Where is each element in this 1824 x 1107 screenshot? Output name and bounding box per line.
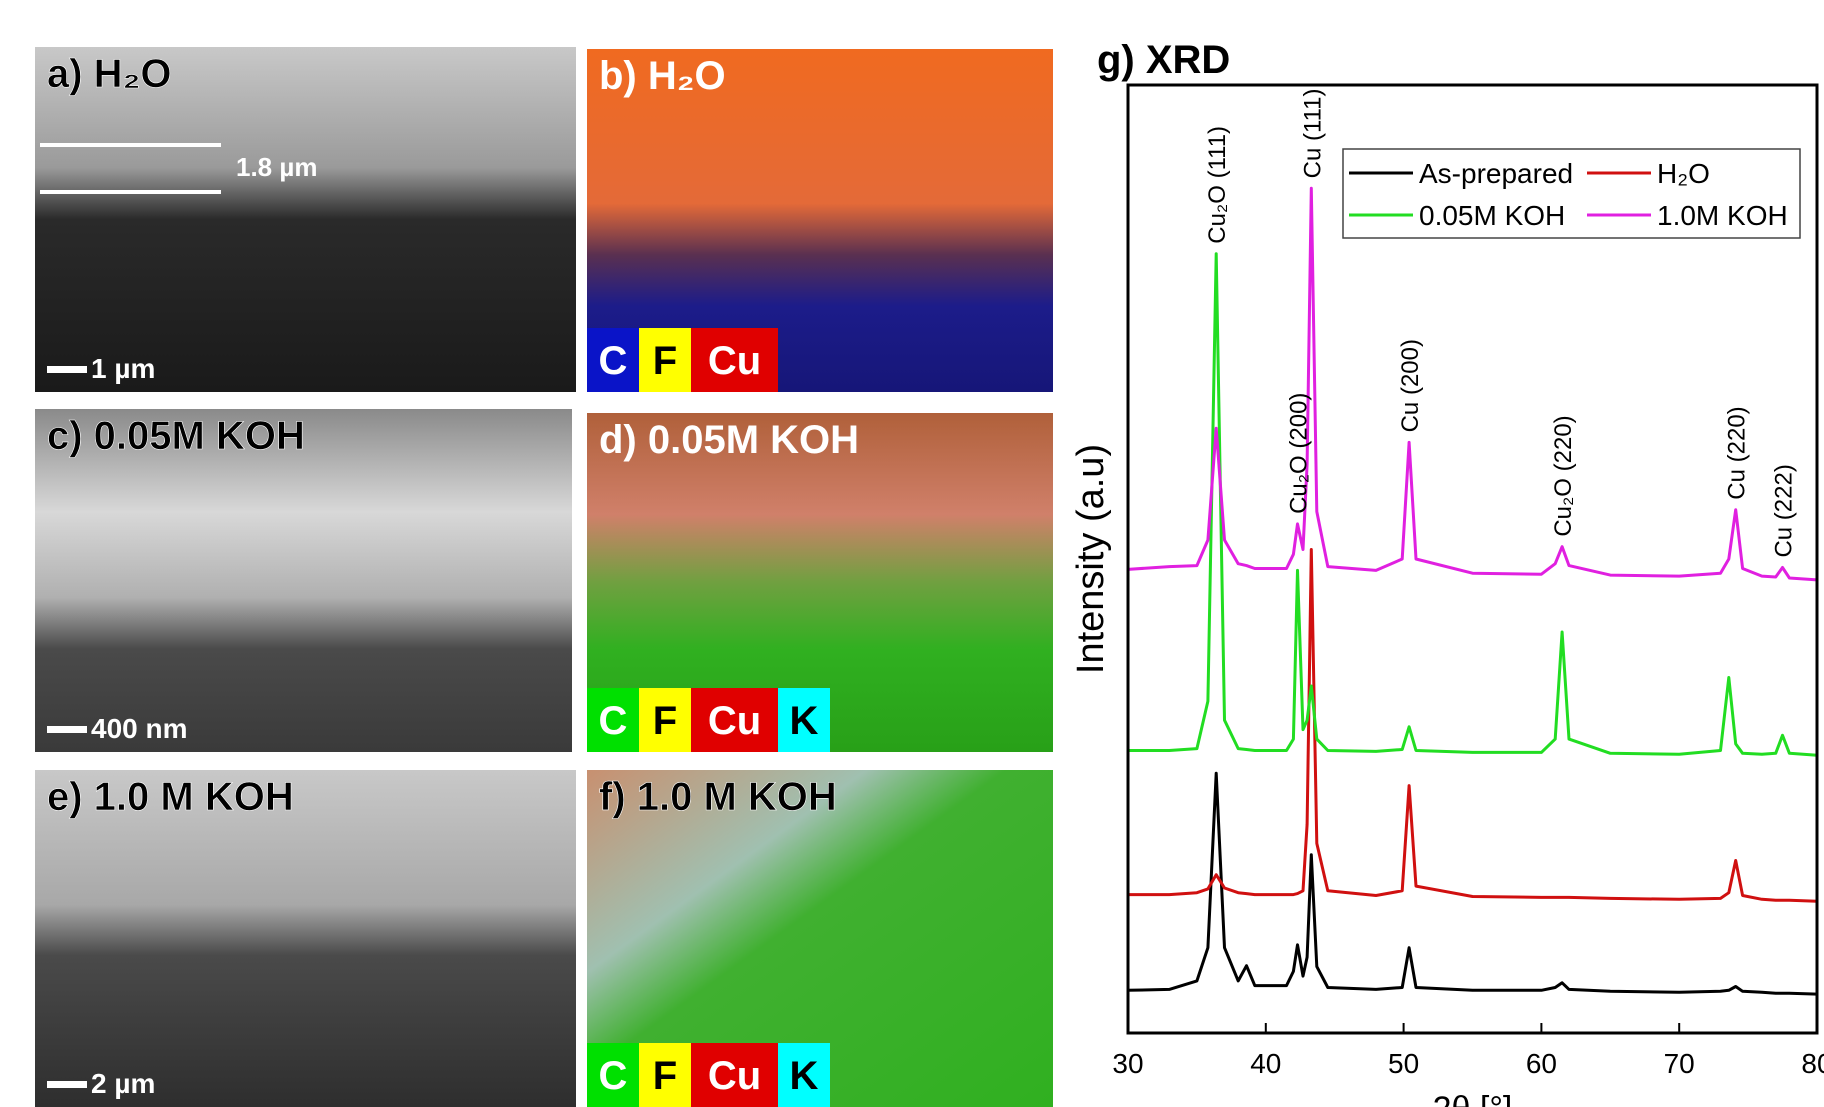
peak-label: Cu (220) (1724, 406, 1751, 499)
peak-label: Cu₂O (111) (1204, 126, 1231, 244)
scale-bar (47, 1081, 87, 1088)
panel-label: c) 0.05M KOH (47, 414, 305, 458)
element-label: K (790, 699, 819, 743)
x-tick-label: 30 (1112, 1048, 1143, 1079)
panel-label: f) 1.0 M KOH (599, 775, 837, 819)
xrd-line (1128, 550, 1817, 902)
x-tick-label: 60 (1526, 1048, 1557, 1079)
peak-label: Cu₂O (220) (1550, 415, 1577, 536)
xrd-chart: g) XRD Intensity (a.u) 2θ [°] 30 40 50 60 70 80 C… (1070, 38, 1824, 1107)
scale-bar-label: 2 µm (91, 1068, 155, 1099)
panel-label: d) 0.05M KOH (599, 418, 859, 462)
figure: a) H₂O1 µm1.8 µmb) H₂OCFCuc) 0.05M KOH40… (0, 0, 1824, 1107)
x-tick-label: 70 (1664, 1048, 1695, 1079)
peak-label: Cu (222) (1771, 464, 1798, 557)
element-label: C (599, 1054, 628, 1098)
element-label: Cu (708, 699, 761, 743)
y-axis-label: Intensity (a.u) (1070, 444, 1112, 674)
thickness-label: 1.8 µm (236, 152, 317, 182)
micrograph (35, 47, 576, 392)
element-label: F (653, 699, 677, 743)
scale-bar (47, 366, 87, 373)
micrograph (35, 409, 572, 752)
element-label: C (599, 699, 628, 743)
element-label: F (653, 339, 677, 383)
element-label: Cu (708, 1054, 761, 1098)
legend-label: H₂O (1657, 158, 1710, 189)
xrd-line (1128, 188, 1817, 580)
peak-label: Cu₂O (200) (1285, 393, 1312, 514)
x-tick-label: 50 (1388, 1048, 1419, 1079)
scale-bar (47, 726, 87, 733)
panel-label: b) H₂O (599, 54, 726, 98)
chart-title: g) XRD (1097, 38, 1230, 82)
panel-label: e) 1.0 M KOH (47, 775, 294, 819)
scale-bar-label: 400 nm (91, 713, 188, 744)
xrd-line (1128, 254, 1817, 756)
legend-label: 1.0M KOH (1657, 200, 1788, 231)
legend-label: 0.05M KOH (1419, 200, 1565, 231)
element-label: K (790, 1054, 819, 1098)
element-label: Cu (708, 339, 761, 383)
peak-label: Cu (200) (1397, 339, 1424, 432)
micrograph (35, 770, 576, 1107)
legend-label: As-prepared (1419, 158, 1573, 189)
element-label: C (599, 339, 628, 383)
panel-label: a) H₂O (47, 52, 171, 96)
scale-bar-label: 1 µm (91, 353, 155, 384)
element-label: F (653, 1054, 677, 1098)
peak-label: Cu (111) (1299, 89, 1326, 179)
x-axis-label: 2θ [°] (1433, 1090, 1513, 1107)
x-tick-label: 40 (1250, 1048, 1281, 1079)
x-tick-label: 80 (1801, 1048, 1824, 1079)
xrd-line (1128, 773, 1817, 994)
